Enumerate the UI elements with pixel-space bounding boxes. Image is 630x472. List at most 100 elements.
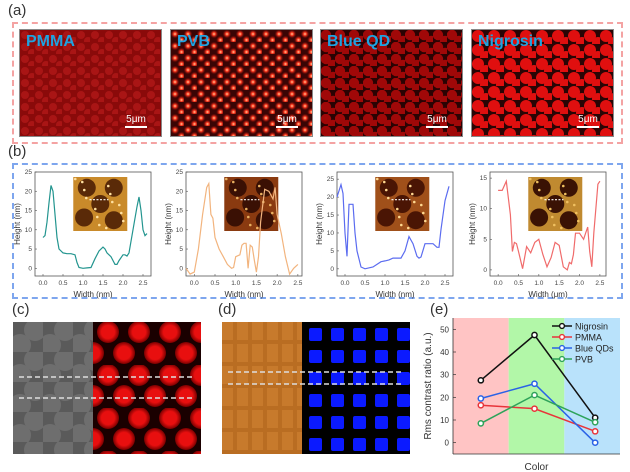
legend-label: Nigrosin — [575, 322, 608, 332]
inset-grain — [73, 177, 77, 181]
data-point — [531, 380, 538, 388]
blueqd-micrograph: Blue QD 5μm — [320, 29, 463, 137]
inset-cell — [104, 178, 123, 197]
y-tick-label: 25 — [25, 169, 33, 176]
data-point — [477, 395, 485, 402]
panel-c-label: (c) — [12, 301, 30, 318]
inset-grain — [93, 207, 97, 211]
x-tick-label: 1.0 — [380, 280, 389, 287]
y-axis-label: Height (nm) — [13, 203, 22, 245]
inset-grain — [423, 219, 427, 223]
x-axis-label: Width (nm) — [375, 290, 414, 299]
x-tick-label: 1.0 — [534, 280, 543, 287]
panel-d-graphic — [222, 322, 410, 454]
inset-cell — [226, 208, 245, 227]
blueqd-label: Blue QD — [327, 33, 391, 50]
nigrosin-scalebar: 5μm — [577, 114, 599, 128]
profile-line — [42, 185, 148, 269]
y-tick-label: 5 — [179, 246, 183, 253]
inset-grain — [550, 215, 554, 219]
inset-grain — [272, 219, 276, 223]
inset-grain — [552, 223, 556, 227]
data-point — [591, 427, 599, 435]
pvb-micrograph: PVB 5μm — [170, 29, 313, 137]
inset-grain — [82, 188, 86, 192]
series-blue-qds — [477, 380, 599, 447]
inset-grain — [117, 203, 121, 207]
y-tick-label: 0 — [483, 267, 487, 274]
inset-grain — [106, 184, 110, 188]
afm-inset-image — [375, 177, 430, 231]
y-axis-label: Height (nm) — [164, 203, 173, 245]
legend-swatch-marker — [558, 333, 566, 341]
inset-grain — [270, 211, 274, 215]
inset-grain — [565, 200, 569, 204]
pmma-micrograph-pattern — [20, 30, 161, 136]
y-tick-label: 0 — [445, 439, 450, 448]
x-tick-label: 2.0 — [420, 280, 429, 287]
inset-cell — [77, 178, 96, 197]
inset-grain — [257, 184, 261, 188]
x-axis-label: Width (nm) — [224, 290, 263, 299]
y-axis-label: Rms contrast ratio (a.u.) — [423, 332, 434, 439]
data-point — [531, 405, 538, 413]
x-tick-label: 1.0 — [78, 280, 87, 287]
band-red — [453, 318, 509, 454]
x-tick-label: 2.0 — [575, 280, 584, 287]
y-tick-label: 0 — [28, 265, 32, 272]
y-tick-label: 10 — [327, 230, 335, 237]
inset-grain — [80, 180, 84, 184]
nigrosin-micrograph-pattern — [472, 30, 613, 136]
inset-grain — [563, 192, 567, 196]
scale-text: 5μm — [578, 114, 598, 125]
y-tick-label: 25 — [176, 169, 184, 176]
inset-grain — [104, 226, 108, 230]
inset-grain — [548, 207, 552, 211]
series-pvb — [477, 391, 599, 427]
inset-grain — [576, 219, 580, 223]
inset-grain — [108, 192, 112, 196]
inset-grain — [244, 207, 248, 211]
inset-grain — [397, 215, 401, 219]
nigrosin-micrograph: Nigrosin 5μm — [471, 29, 614, 137]
inset-cell — [532, 178, 551, 197]
scale-text: 5μm — [126, 114, 146, 125]
y-tick-label: 15 — [480, 175, 488, 182]
x-tick-label: 0.0 — [38, 280, 47, 287]
x-tick-label: 2.5 — [293, 280, 302, 287]
inset-grain — [572, 203, 576, 207]
inset-grain — [110, 200, 114, 204]
y-tick-label: 40 — [440, 348, 449, 357]
scale-text: 5μm — [277, 114, 297, 125]
x-axis-label: Color — [525, 462, 550, 472]
y-tick-label: 50 — [440, 325, 449, 334]
inset-grain — [561, 184, 565, 188]
pvb-scalebar: 5μm — [276, 114, 298, 128]
x-tick-label: 0.0 — [494, 280, 503, 287]
legend-swatch-marker — [558, 355, 566, 363]
afm-plot-pvb-afm: 0.0 0.5 1.0 1.5 2.0 2.5 0 5 10 15 20 25 Width (nm) He… — [164, 169, 303, 299]
y-tick-label: 10 — [176, 227, 184, 234]
afm-inset-image — [224, 177, 279, 231]
inset-grain — [246, 215, 250, 219]
inset-cell — [379, 178, 398, 197]
inset-grain — [255, 226, 259, 230]
y-tick-label: 20 — [440, 393, 449, 402]
x-tick-label: 2.5 — [595, 280, 604, 287]
data-point — [477, 376, 485, 384]
panel-e-label: (e) — [430, 301, 449, 318]
afm-plot-nigrosin-afm: 0.0 0.5 1.0 1.5 2.0 2.5 0 5 10 15 Width (μm) Height… — [468, 171, 607, 299]
y-tick-label: 10 — [480, 206, 488, 213]
blueqd-micrograph-pattern — [321, 30, 462, 136]
legend-label: PVB — [575, 355, 593, 365]
y-axis-label: Height (nm) — [468, 203, 477, 245]
legend-label: PMMA — [575, 333, 602, 343]
panel-d-label: (d) — [218, 301, 237, 318]
y-tick-label: 5 — [483, 236, 487, 243]
inset-grain — [233, 188, 237, 192]
inset-grain — [408, 184, 412, 188]
inset-grain — [259, 192, 263, 196]
y-tick-label: 25 — [327, 176, 335, 183]
inset-grain — [399, 223, 403, 227]
